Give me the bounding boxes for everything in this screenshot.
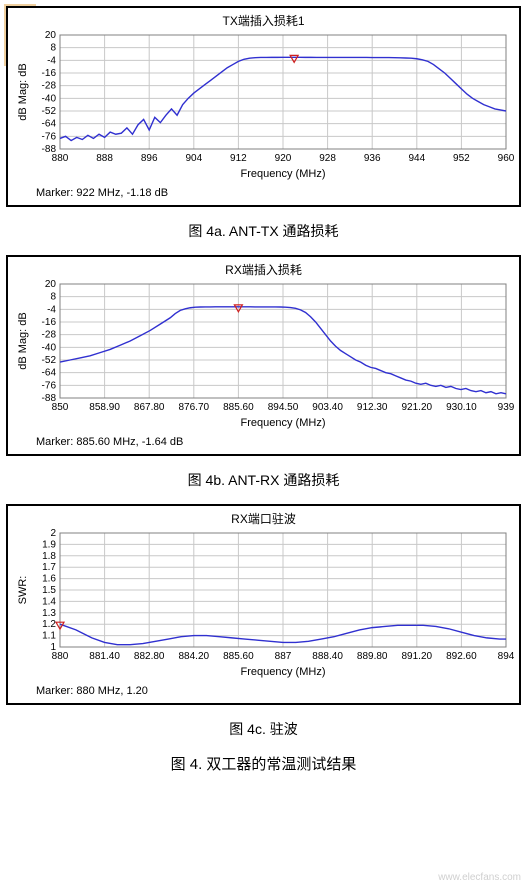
svg-text:885.60: 885.60 (223, 651, 254, 662)
svg-text:892.60: 892.60 (446, 651, 477, 662)
svg-text:928: 928 (319, 153, 336, 164)
chart-title: TX端插入损耗1 (14, 12, 513, 29)
svg-text:1.5: 1.5 (42, 585, 56, 596)
svg-text:8: 8 (50, 292, 56, 303)
svg-text:dB Mag: dB: dB Mag: dB (17, 312, 29, 369)
chart-block-rx: RX端插入损耗 208-4-16-28-40-52-64-76-88850858… (6, 255, 521, 456)
chart-block-tx: TX端插入损耗1 208-4-16-28-40-52-64-76-8888088… (6, 6, 521, 207)
svg-text:-76: -76 (42, 380, 57, 391)
caption-4b: 图 4b. ANT-RX 通路损耗 (6, 470, 521, 490)
svg-text:1.1: 1.1 (42, 631, 56, 642)
svg-text:SWR:: SWR: (17, 576, 29, 605)
svg-text:850: 850 (52, 402, 69, 413)
svg-text:876.70: 876.70 (179, 402, 210, 413)
svg-text:20: 20 (45, 31, 57, 41)
svg-text:894.50: 894.50 (268, 402, 299, 413)
svg-text:Frequency (MHz): Frequency (MHz) (241, 417, 326, 429)
svg-text:888: 888 (96, 153, 113, 164)
chart-title: RX端口驻波 (14, 510, 513, 527)
marker-readout: Marker: 880 MHz, 1.20 (36, 685, 513, 697)
svg-text:-16: -16 (42, 317, 57, 328)
svg-text:885.60: 885.60 (223, 402, 254, 413)
svg-text:880: 880 (52, 153, 69, 164)
svg-text:-40: -40 (42, 342, 57, 353)
svg-text:-64: -64 (42, 368, 57, 379)
plot-area-rx: 208-4-16-28-40-52-64-76-88850858.90867.8… (14, 280, 513, 430)
svg-text:881.40: 881.40 (89, 651, 120, 662)
svg-text:dB Mag: dB: dB Mag: dB (17, 63, 29, 120)
svg-text:-52: -52 (42, 355, 57, 366)
marker-readout: Marker: 922 MHz, -1.18 dB (36, 187, 513, 199)
svg-text:936: 936 (364, 153, 381, 164)
svg-text:2: 2 (50, 529, 56, 539)
svg-text:884.20: 884.20 (179, 651, 210, 662)
svg-text:1.4: 1.4 (42, 596, 56, 607)
caption-4c: 图 4c. 驻波 (6, 719, 521, 739)
svg-text:1.8: 1.8 (42, 551, 56, 562)
svg-text:921.20: 921.20 (402, 402, 433, 413)
svg-text:-28: -28 (42, 81, 57, 92)
chart-svg-rx: 208-4-16-28-40-52-64-76-88850858.90867.8… (14, 280, 514, 430)
chart-title: RX端插入损耗 (14, 261, 513, 278)
svg-text:858.90: 858.90 (89, 402, 120, 413)
svg-text:920: 920 (275, 153, 292, 164)
svg-text:1.6: 1.6 (42, 574, 56, 585)
svg-text:-4: -4 (47, 55, 56, 66)
plot-area-swr: 21.91.81.71.61.51.41.31.21.11880881.4088… (14, 529, 513, 679)
svg-text:891.20: 891.20 (402, 651, 433, 662)
chart-svg-tx: 208-4-16-28-40-52-64-76-8888088889690491… (14, 31, 514, 181)
svg-text:-64: -64 (42, 119, 57, 130)
svg-text:Frequency (MHz): Frequency (MHz) (241, 666, 326, 678)
svg-text:-16: -16 (42, 68, 57, 79)
svg-text:888.40: 888.40 (312, 651, 343, 662)
svg-text:903.40: 903.40 (312, 402, 343, 413)
svg-text:960: 960 (498, 153, 514, 164)
svg-text:8: 8 (50, 43, 56, 54)
svg-text:-52: -52 (42, 106, 57, 117)
svg-text:20: 20 (45, 280, 57, 290)
svg-text:882.80: 882.80 (134, 651, 165, 662)
svg-text:894: 894 (498, 651, 514, 662)
caption-4a: 图 4a. ANT-TX 通路损耗 (6, 221, 521, 241)
plot-area-tx: 208-4-16-28-40-52-64-76-8888088889690491… (14, 31, 513, 181)
svg-text:-28: -28 (42, 330, 57, 341)
watermark-text: www.elecfans.com (438, 872, 521, 883)
svg-text:912: 912 (230, 153, 247, 164)
svg-text:930.10: 930.10 (446, 402, 477, 413)
svg-text:887: 887 (275, 651, 292, 662)
svg-text:1.2: 1.2 (42, 619, 56, 630)
svg-text:904: 904 (185, 153, 202, 164)
svg-text:-40: -40 (42, 93, 57, 104)
figure-caption: 图 4. 双工器的常温测试结果 (6, 753, 521, 774)
svg-text:1.3: 1.3 (42, 608, 56, 619)
chart-block-swr: RX端口驻波 21.91.81.71.61.51.41.31.21.118808… (6, 504, 521, 705)
svg-text:867.80: 867.80 (134, 402, 165, 413)
svg-text:880: 880 (52, 651, 69, 662)
svg-text:952: 952 (453, 153, 470, 164)
svg-text:Frequency (MHz): Frequency (MHz) (241, 168, 326, 180)
marker-readout: Marker: 885.60 MHz, -1.64 dB (36, 436, 513, 448)
svg-text:939: 939 (498, 402, 514, 413)
svg-text:912.30: 912.30 (357, 402, 388, 413)
svg-text:944: 944 (408, 153, 425, 164)
svg-text:889.80: 889.80 (357, 651, 388, 662)
svg-text:896: 896 (141, 153, 158, 164)
chart-svg-swr: 21.91.81.71.61.51.41.31.21.11880881.4088… (14, 529, 514, 679)
svg-text:1.7: 1.7 (42, 562, 56, 573)
svg-text:-76: -76 (42, 131, 57, 142)
svg-text:-4: -4 (47, 304, 56, 315)
svg-text:1.9: 1.9 (42, 539, 56, 550)
